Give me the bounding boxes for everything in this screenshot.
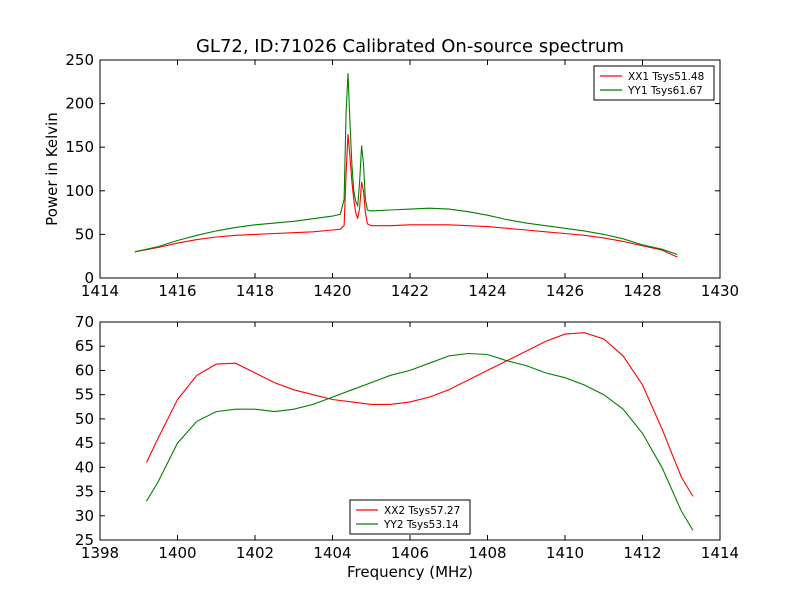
y-tick-label: 0 xyxy=(84,269,94,287)
bottom-spectrum-panel: 1398 1400 1402 1404 1406 1408 1410 1412 1414 25 30… xyxy=(75,313,739,562)
legend-entry-label: YY2 Tsys53.14 xyxy=(383,519,459,531)
y-tick-label: 60 xyxy=(75,361,94,379)
y-tick-label: 70 xyxy=(75,313,94,331)
x-tick-label: 1412 xyxy=(623,544,661,562)
y-axis-label: Power in Kelvin xyxy=(43,112,61,226)
x-tick-label: 1398 xyxy=(81,544,119,562)
x-tick-label: 1414 xyxy=(81,282,119,300)
x-tick-label: 1406 xyxy=(391,544,429,562)
x-tick-label: 1428 xyxy=(623,282,661,300)
x-axis-label: Frequency (MHz) xyxy=(347,563,473,581)
y-tick-label: 25 xyxy=(75,531,94,549)
y-tick-label: 50 xyxy=(75,225,94,243)
legend-entry-label: XX1 Tsys51.48 xyxy=(628,71,704,83)
legend-box xyxy=(593,65,715,101)
x-tick-label: 1424 xyxy=(468,282,506,300)
series-line-xx xyxy=(146,332,694,497)
x-tick-label: 1426 xyxy=(546,282,584,300)
y-tick-label: 100 xyxy=(65,182,94,200)
y-tick-label: 30 xyxy=(75,507,94,525)
y-tick-label: 55 xyxy=(75,386,94,404)
x-tick-label: 1408 xyxy=(468,544,506,562)
x-tick-label: 1410 xyxy=(546,544,584,562)
x-tick-label: 1422 xyxy=(391,282,429,300)
y-tick-label: 200 xyxy=(65,95,94,113)
y-tick-label: 35 xyxy=(75,483,94,501)
series-line-yy xyxy=(146,352,694,531)
top-spectrum-panel: 1414 1416 1418 1420 1422 1424 1426 1428 1430 0 50 1… xyxy=(43,51,739,300)
y-tick-label: 250 xyxy=(65,51,94,69)
x-tick-label: 1418 xyxy=(236,282,274,300)
x-tick-label: 1416 xyxy=(158,282,196,300)
y-tick-label: 150 xyxy=(65,138,94,156)
x-tick-label: 1414 xyxy=(701,544,739,562)
series-line-xx xyxy=(134,134,678,258)
y-tick-label: 65 xyxy=(75,337,94,355)
x-tick-label: 1430 xyxy=(701,282,739,300)
x-tick-label: 1402 xyxy=(236,544,274,562)
x-tick-label: 1420 xyxy=(313,282,351,300)
series-line-yy xyxy=(134,73,678,256)
figure-title: GL72, ID:71026 Calibrated On-source spec… xyxy=(196,36,624,57)
legend-box xyxy=(349,499,471,535)
legend-entry-label: XX2 Tsys57.27 xyxy=(384,505,460,517)
x-tick-label: 1400 xyxy=(158,544,196,562)
x-tick-label: 1404 xyxy=(313,544,351,562)
y-tick-label: 45 xyxy=(75,434,94,452)
y-tick-label: 40 xyxy=(75,458,94,476)
legend-entry-label: YY1 Tsys61.67 xyxy=(627,85,703,97)
y-tick-label: 50 xyxy=(75,410,94,428)
